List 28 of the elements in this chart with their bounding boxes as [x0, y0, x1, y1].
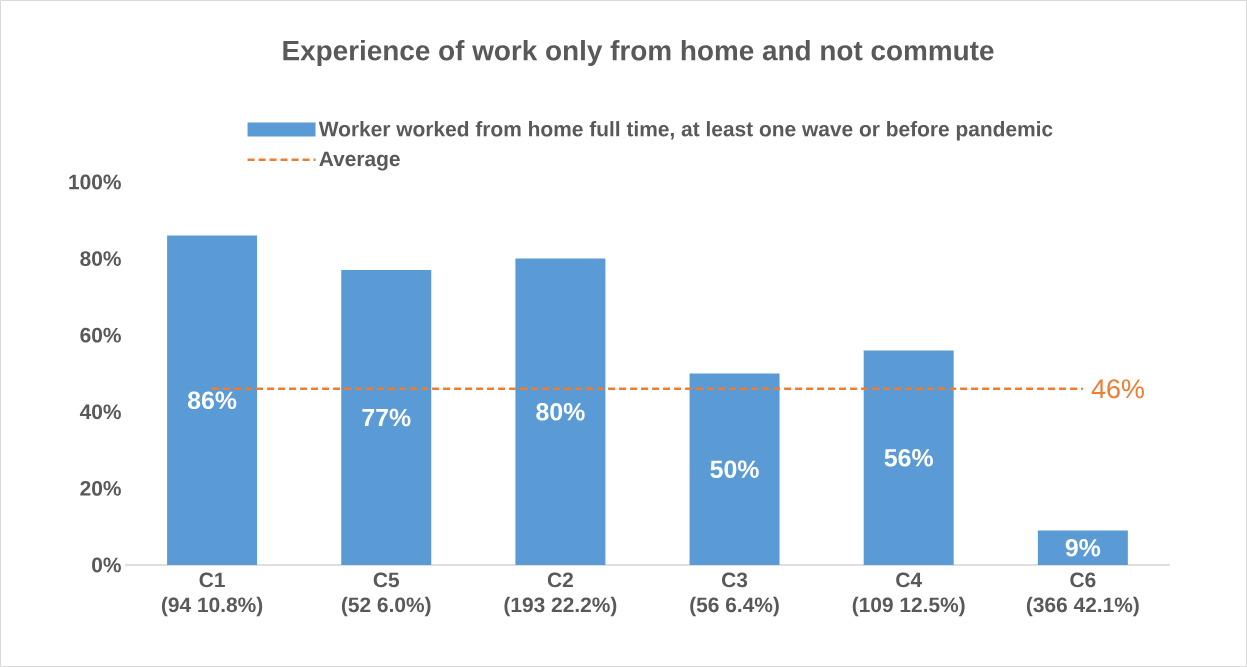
y-tick-label: 0%: [92, 557, 121, 573]
bar: [167, 235, 258, 565]
legend-label: Average: [319, 151, 400, 171]
bar: [341, 270, 432, 565]
data-label: 86%: [187, 391, 237, 410]
bar: [689, 373, 780, 565]
x-tick-label: C4 (109 12.5%): [852, 572, 965, 617]
bar: [1037, 530, 1128, 565]
data-label: 77%: [362, 408, 411, 427]
chart-title: Experience of work only from home and not commute: [283, 40, 994, 66]
bar: [515, 258, 606, 565]
y-tick-label: 100%: [69, 174, 121, 190]
x-tick-label: C2 (193 22.2%): [504, 572, 617, 617]
y-tick-label: 60%: [80, 327, 121, 343]
data-label: 50%: [710, 460, 759, 479]
x-tick-label: C1 (94 10.8%): [161, 572, 263, 617]
y-tick-label: 20%: [80, 480, 121, 496]
y-tick-label: 80%: [80, 251, 121, 266]
x-tick-label: C3 (56 6.4%): [690, 572, 779, 617]
x-tick-label: C5 (52 6.0%): [341, 572, 431, 617]
x-tick-label: C6 (366 42.1%): [1026, 572, 1139, 617]
data-label: 56%: [884, 448, 933, 467]
bar: [863, 350, 954, 565]
data-label: 9%: [1065, 538, 1101, 557]
legend-label: Worker worked from home full time, at least one wave or before pandemic: [318, 121, 1053, 141]
y-tick-label: 40%: [79, 404, 121, 420]
data-label: 80%: [536, 402, 585, 421]
annotation: 46%: [1091, 379, 1144, 399]
